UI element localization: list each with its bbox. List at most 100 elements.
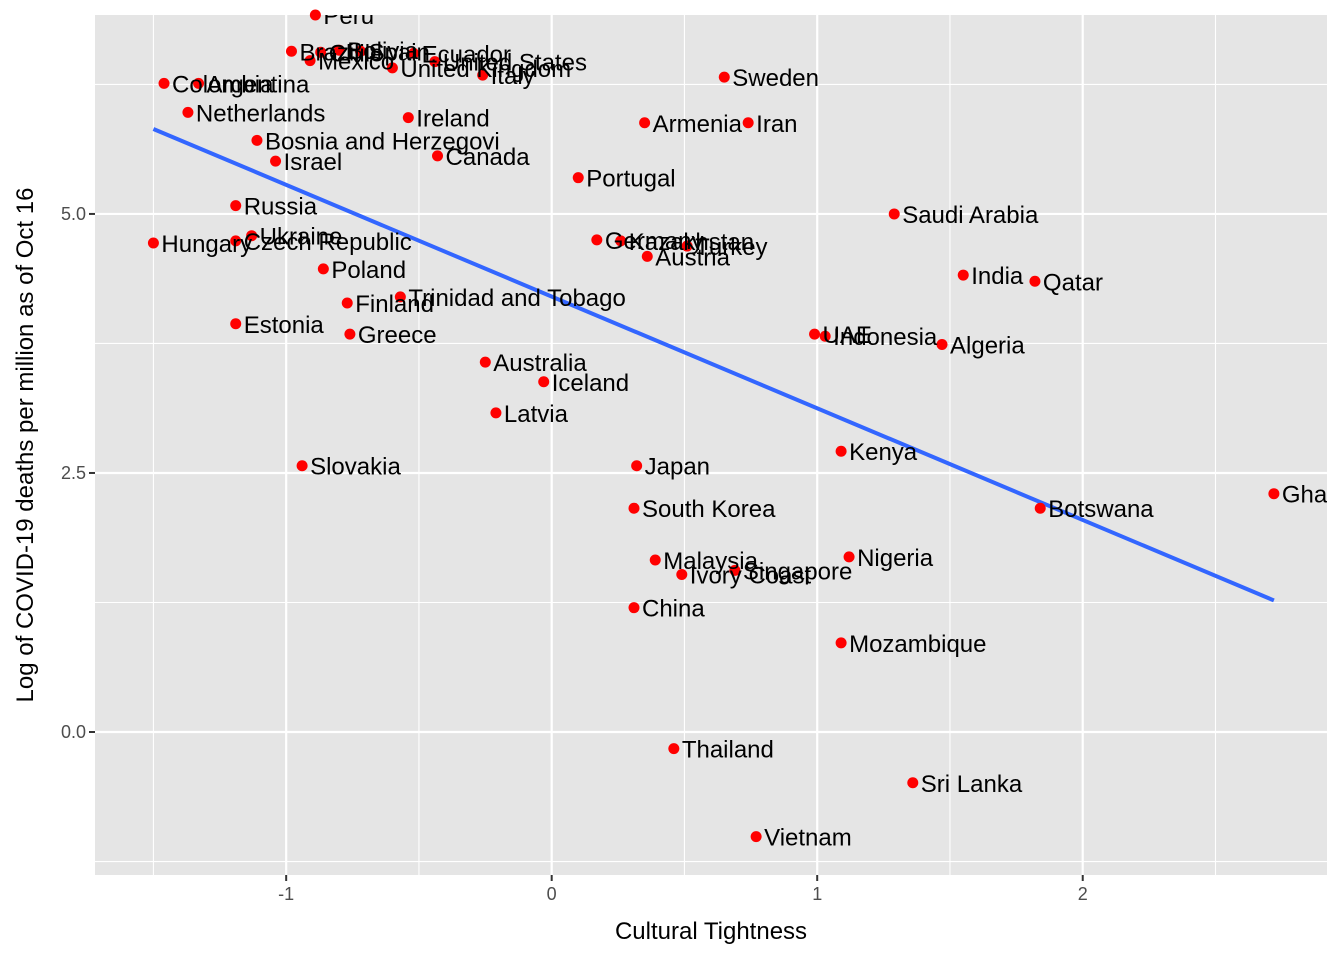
- data-point: [333, 44, 345, 56]
- point-label: Ireland: [416, 106, 489, 133]
- data-point: [681, 240, 693, 252]
- data-point: [429, 56, 441, 68]
- y-tick-label: 2.5: [61, 463, 86, 483]
- point-label: Argentina: [207, 71, 310, 98]
- data-point: [936, 338, 948, 350]
- data-point: [246, 230, 258, 242]
- point-label: Indonesia: [833, 324, 938, 351]
- data-point: [402, 112, 414, 124]
- data-point: [615, 235, 627, 247]
- minor-gridlines: [95, 15, 1327, 875]
- point-label: Malaysia: [663, 548, 758, 575]
- point-label: Canada: [446, 144, 531, 171]
- data-point: [888, 208, 900, 220]
- data-point: [230, 200, 242, 212]
- x-axis-title: Cultural Tightness: [615, 918, 807, 945]
- data-point: [1268, 488, 1280, 500]
- point-label: Peru: [323, 3, 374, 30]
- data-point: [315, 46, 327, 58]
- point-label: Thailand: [682, 737, 774, 764]
- data-point: [718, 71, 730, 83]
- point-label: Brazil: [299, 39, 359, 66]
- point-label: Greece: [358, 322, 437, 349]
- point-label: Armenia: [653, 111, 743, 138]
- data-point: [819, 330, 831, 342]
- point-label: Sri Lanka: [921, 771, 1023, 798]
- data-point: [285, 45, 297, 57]
- data-point: [341, 297, 353, 309]
- point-label: Algeria: [950, 332, 1025, 359]
- data-point: [750, 831, 762, 843]
- data-point: [309, 9, 321, 21]
- data-point: [591, 234, 603, 246]
- data-point: [729, 564, 741, 576]
- point-label: Ghana: [1282, 482, 1344, 509]
- data-point: [182, 106, 194, 118]
- axis-ticks: -1 0 1 2 0.0 2.5 5.0: [61, 204, 1088, 904]
- data-point: [631, 460, 643, 472]
- point-label: UAE: [823, 322, 872, 349]
- x-tick-label: 0: [547, 884, 557, 904]
- data-point: [649, 554, 661, 566]
- data-point: [230, 318, 242, 330]
- point-label: Vietnam: [764, 825, 852, 852]
- point-label: Portugal: [586, 166, 675, 193]
- y-axis-title: Log of COVID-19 deaths per million as of…: [12, 188, 39, 703]
- trend-line: [152, 127, 1275, 603]
- data-point: [641, 250, 653, 262]
- point-label: Sweden: [732, 65, 819, 92]
- data-point: [957, 269, 969, 281]
- point-label: Iceland: [552, 370, 629, 397]
- point-label: India: [971, 263, 1024, 290]
- x-tick-label: 2: [1078, 884, 1088, 904]
- data-point: [490, 407, 502, 419]
- data-point: [304, 55, 316, 67]
- point-label: Australia: [493, 350, 587, 377]
- point-label: Italy: [491, 63, 535, 90]
- data-point: [432, 150, 444, 162]
- point-label: Botswana: [1048, 496, 1154, 523]
- point-label: Russia: [244, 194, 318, 221]
- point-label: Saudi Arabia: [902, 202, 1039, 229]
- x-tick-label: -1: [278, 884, 294, 904]
- data-point: [317, 263, 329, 275]
- data-point: [296, 460, 308, 472]
- data-point: [628, 502, 640, 514]
- points-layer: [147, 9, 1280, 843]
- point-label: Trinidad and Tobago: [408, 285, 626, 312]
- data-point: [355, 45, 367, 57]
- point-label: South Korea: [642, 496, 776, 523]
- point-label: Iran: [756, 111, 797, 138]
- major-gridlines: [95, 15, 1327, 875]
- point-label: Ecuador: [422, 41, 511, 68]
- point-label: Kenya: [849, 439, 918, 466]
- data-point: [344, 328, 356, 340]
- x-tick-label: 1: [812, 884, 822, 904]
- point-label: Colombia: [172, 71, 274, 98]
- data-point: [477, 69, 489, 81]
- y-tick-label: 0.0: [61, 722, 86, 742]
- data-point: [1029, 275, 1041, 287]
- point-label: Bolivia: [347, 38, 418, 65]
- point-label: Nigeria: [857, 545, 934, 572]
- trend-line-layer: [152, 127, 1275, 603]
- point-label: Hungary: [161, 231, 252, 258]
- point-label: Ukraine: [260, 224, 343, 251]
- data-point: [408, 47, 420, 59]
- data-point: [572, 172, 584, 184]
- data-point: [668, 743, 680, 755]
- y-tick-label: 5.0: [61, 204, 86, 224]
- point-label: Israel: [284, 149, 343, 176]
- data-point: [193, 77, 205, 89]
- data-point: [639, 117, 651, 129]
- data-point: [628, 602, 640, 614]
- point-label: Latvia: [504, 401, 569, 428]
- data-point: [158, 77, 170, 89]
- point-label: Estonia: [244, 312, 325, 339]
- data-point: [809, 328, 821, 340]
- point-label: Bosnia and Herzegovi: [265, 128, 500, 155]
- data-point: [907, 777, 919, 789]
- data-point: [676, 569, 688, 581]
